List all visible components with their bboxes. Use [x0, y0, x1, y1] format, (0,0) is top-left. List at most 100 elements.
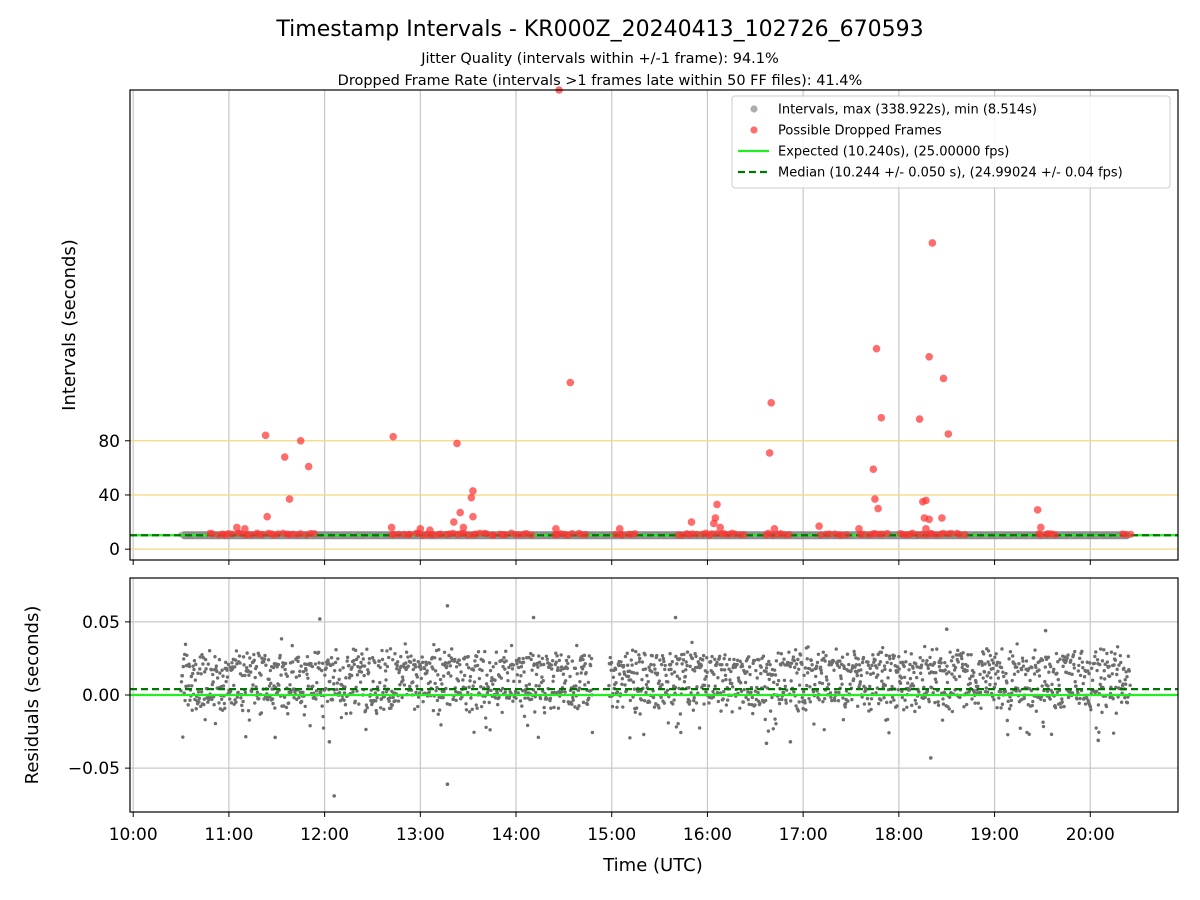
residual-point	[780, 697, 784, 702]
residual-point	[441, 674, 446, 678]
residual-point	[555, 654, 559, 658]
residual-point	[657, 706, 661, 710]
residual-point	[442, 650, 447, 654]
residual-point	[669, 667, 673, 672]
residual-point	[720, 662, 724, 667]
residual-point	[520, 704, 524, 708]
residual-point	[659, 662, 664, 667]
residual-point	[1058, 657, 1062, 661]
residual-point	[1001, 670, 1005, 674]
residual-point	[1124, 670, 1128, 674]
residual-point	[581, 657, 585, 662]
residual-point	[1007, 707, 1012, 711]
residual-point	[262, 657, 267, 661]
residual-point	[380, 657, 385, 662]
residual-point	[1018, 726, 1022, 730]
residual-point	[203, 657, 208, 662]
residual-point	[615, 705, 619, 710]
dropped-frame-point	[304, 462, 313, 471]
bottom-y-tick-label: 0.00	[82, 686, 120, 706]
residual-point	[467, 710, 472, 714]
residual-point	[278, 653, 282, 658]
residual-point	[328, 679, 332, 684]
residual-point	[433, 656, 437, 660]
residual-point	[1041, 724, 1046, 729]
residual-point	[976, 701, 980, 705]
residual-point	[269, 681, 273, 686]
residual-point	[797, 700, 801, 704]
residual-point	[404, 661, 408, 665]
residual-point	[305, 654, 310, 659]
residual-point	[809, 658, 813, 663]
residual-point	[871, 653, 875, 657]
residual-point	[892, 698, 896, 702]
residual-point	[584, 670, 588, 675]
residual-point	[577, 704, 581, 708]
residual-point	[1100, 659, 1105, 663]
residual-point	[796, 657, 800, 662]
residual-point	[487, 700, 491, 705]
residual-point	[197, 700, 201, 704]
residual-point	[890, 695, 895, 699]
residual-point	[475, 654, 479, 659]
residual-point	[364, 727, 368, 732]
residual-point	[1082, 675, 1087, 679]
residual-point	[724, 703, 729, 707]
residual-point	[221, 674, 225, 678]
dropped-frame-point	[961, 530, 969, 539]
residual-point	[689, 691, 693, 695]
residual-point	[273, 735, 277, 740]
residual-point	[1034, 709, 1039, 713]
residual-point	[609, 660, 614, 665]
residual-point	[249, 670, 253, 674]
residual-point	[1117, 663, 1121, 667]
residual-point	[885, 660, 889, 665]
residual-point	[583, 661, 587, 666]
dropped-frame-point	[955, 530, 964, 539]
residual-point	[950, 672, 954, 676]
residual-point	[571, 695, 575, 700]
residual-point	[387, 655, 391, 660]
residual-point	[710, 654, 714, 659]
residual-point	[1095, 658, 1100, 662]
residual-point	[1004, 671, 1008, 676]
dropped-frame-point	[877, 413, 886, 422]
residual-point	[491, 665, 495, 669]
residual-point	[454, 698, 458, 703]
residual-point	[810, 663, 814, 667]
residual-point	[837, 690, 841, 695]
residual-point	[1076, 669, 1081, 673]
residual-point	[632, 671, 636, 675]
residual-point	[801, 690, 806, 694]
residual-point	[730, 685, 735, 689]
dropped-frame-point	[925, 352, 933, 361]
residual-point	[218, 671, 222, 675]
residual-point	[981, 676, 985, 680]
residual-point	[519, 665, 524, 669]
residual-point	[296, 659, 300, 664]
residual-point	[224, 660, 228, 665]
residual-point	[433, 669, 438, 673]
residual-point	[865, 696, 870, 701]
residual-point	[794, 662, 799, 666]
residual-point	[801, 706, 805, 711]
residual-point	[479, 685, 483, 689]
residual-point	[1072, 662, 1076, 667]
residual-point	[246, 668, 250, 673]
residual-point	[365, 647, 369, 651]
residual-point	[837, 665, 842, 669]
residual-point	[494, 650, 499, 654]
residual-point	[308, 723, 312, 728]
residual-point	[928, 756, 933, 760]
residual-point	[620, 682, 624, 686]
residual-point	[889, 661, 893, 666]
top-y-tick-label: 0	[109, 540, 120, 560]
residual-point	[466, 666, 471, 670]
residual-point	[198, 704, 203, 709]
residual-point	[544, 654, 549, 658]
residual-point	[764, 741, 769, 746]
residual-point	[209, 668, 214, 672]
residual-point	[419, 676, 424, 681]
top-y-tick-label: 40	[98, 486, 120, 506]
residual-point	[982, 670, 987, 674]
